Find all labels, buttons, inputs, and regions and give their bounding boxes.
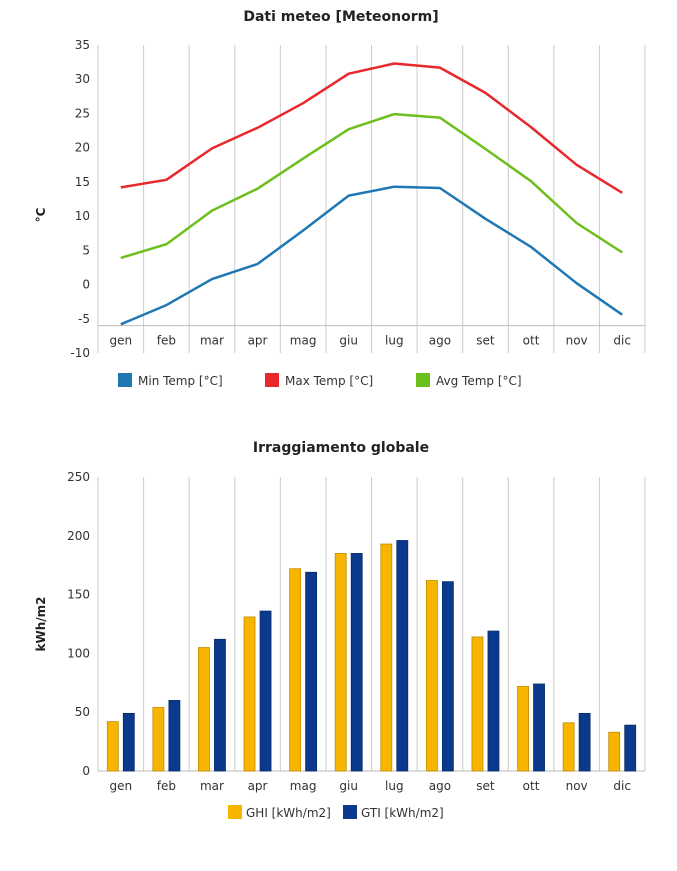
bar-ghi	[471, 636, 484, 772]
y-tick-label: 150	[67, 588, 90, 602]
y-tick-label: 0	[82, 278, 90, 292]
x-tick-label: ott	[523, 334, 540, 348]
x-tick-label: lug	[385, 779, 404, 793]
bar-gti	[350, 553, 363, 772]
x-tick-label: mag	[290, 779, 317, 793]
temperature-series	[120, 62, 623, 326]
irradiation-y-ticks: 250 200 150 100 50 0	[67, 470, 90, 778]
bar-ghi	[152, 707, 165, 772]
irradiation-grid	[97, 477, 646, 772]
x-tick-label: apr	[248, 779, 268, 793]
y-tick-label: 100	[67, 646, 90, 660]
irradiation-bars	[106, 540, 637, 772]
x-tick-label: mar	[200, 779, 224, 793]
x-tick-label: mag	[290, 334, 317, 348]
bar-gti	[487, 630, 500, 772]
bar-ghi	[289, 568, 302, 772]
series-line	[120, 112, 623, 260]
temperature-chart-title: Dati meteo [Meteonorm]	[243, 9, 438, 25]
x-tick-label: giu	[339, 779, 358, 793]
bar-gti	[578, 712, 591, 772]
irradiation-y-axis-label: kWh/m2	[34, 597, 48, 652]
x-tick-label: set	[476, 779, 495, 793]
x-tick-label: nov	[566, 334, 588, 348]
y-tick-label: 30	[75, 72, 90, 86]
bar-gti	[305, 571, 318, 772]
bar-ghi	[608, 731, 621, 772]
bar-gti	[396, 540, 409, 772]
legend-label: Avg Temp [°C]	[436, 374, 522, 388]
legend-swatch	[228, 805, 242, 819]
irradiation-legend: GHI [kWh/m2] GTI [kWh/m2]	[228, 805, 444, 820]
y-tick-label: 20	[75, 141, 90, 155]
y-tick-label: 50	[75, 705, 90, 719]
temperature-x-ticks: gen feb mar apr mag giu lug ago set ott nov dic	[109, 334, 631, 348]
legend-label: Min Temp [°C]	[138, 374, 223, 388]
y-tick-label: 200	[67, 529, 90, 543]
x-tick-label: nov	[566, 779, 588, 793]
y-tick-label: 15	[75, 175, 90, 189]
x-tick-label: set	[476, 334, 495, 348]
x-tick-label: dic	[613, 334, 631, 348]
legend-swatch	[265, 373, 279, 387]
x-tick-label: mar	[200, 334, 224, 348]
legend-swatch	[416, 373, 430, 387]
x-tick-label: dic	[613, 779, 631, 793]
bar-gti	[122, 712, 135, 772]
x-tick-label: feb	[157, 779, 176, 793]
legend-label: GTI [kWh/m2]	[361, 806, 444, 820]
x-tick-label: ott	[523, 779, 540, 793]
y-tick-label: 250	[67, 470, 90, 484]
bar-gti	[441, 581, 454, 772]
x-tick-label: gen	[109, 779, 132, 793]
temperature-y-axis-label: °C	[34, 207, 48, 222]
bar-ghi	[334, 553, 347, 772]
legend-label: GHI [kWh/m2]	[246, 806, 331, 820]
series-line	[120, 185, 623, 326]
temperature-legend: Min Temp [°C] Max Temp [°C] Avg Temp [°C]	[118, 373, 522, 388]
bar-ghi	[517, 685, 529, 772]
temperature-grid	[97, 45, 646, 353]
series-line	[120, 62, 623, 194]
bar-ghi	[425, 580, 438, 772]
y-tick-label: 10	[75, 209, 90, 223]
legend-label: Max Temp [°C]	[285, 374, 373, 388]
legend-swatch	[343, 805, 357, 819]
y-tick-label: 5	[82, 243, 90, 257]
bar-ghi	[198, 647, 210, 772]
x-tick-label: giu	[339, 334, 358, 348]
bar-gti	[214, 638, 226, 772]
irradiation-x-ticks: gen feb mar apr mag giu lug ago set ott nov dic	[109, 779, 631, 793]
y-tick-label: 25	[75, 106, 90, 120]
temperature-chart: Dati meteo [Meteonorm] °C 35 30 25 20 15 10 5 0…	[34, 9, 646, 388]
bar-ghi	[562, 722, 575, 772]
bar-ghi	[380, 543, 393, 772]
temperature-y-ticks: 35 30 25 20 15 10 5 0 -5 -10	[70, 38, 90, 360]
bar-ghi	[243, 616, 256, 772]
bar-ghi	[106, 721, 119, 772]
legend-swatch	[118, 373, 132, 387]
bar-gti	[168, 700, 181, 772]
x-tick-label: ago	[429, 334, 451, 348]
irradiation-chart: Irraggiamento globale kWh/m2 250 200 150 10…	[34, 440, 646, 820]
x-tick-label: feb	[157, 334, 176, 348]
x-tick-label: gen	[109, 334, 132, 348]
y-tick-label: -5	[78, 312, 90, 326]
bar-gti	[533, 683, 545, 772]
x-tick-label: apr	[248, 334, 268, 348]
y-tick-label: 0	[82, 764, 90, 778]
x-tick-label: lug	[385, 334, 404, 348]
y-tick-label: 35	[75, 38, 90, 52]
irradiation-chart-title: Irraggiamento globale	[253, 440, 429, 456]
bar-gti	[259, 610, 272, 772]
y-tick-label: -10	[70, 346, 90, 360]
x-tick-label: ago	[429, 779, 451, 793]
bar-gti	[624, 724, 637, 772]
